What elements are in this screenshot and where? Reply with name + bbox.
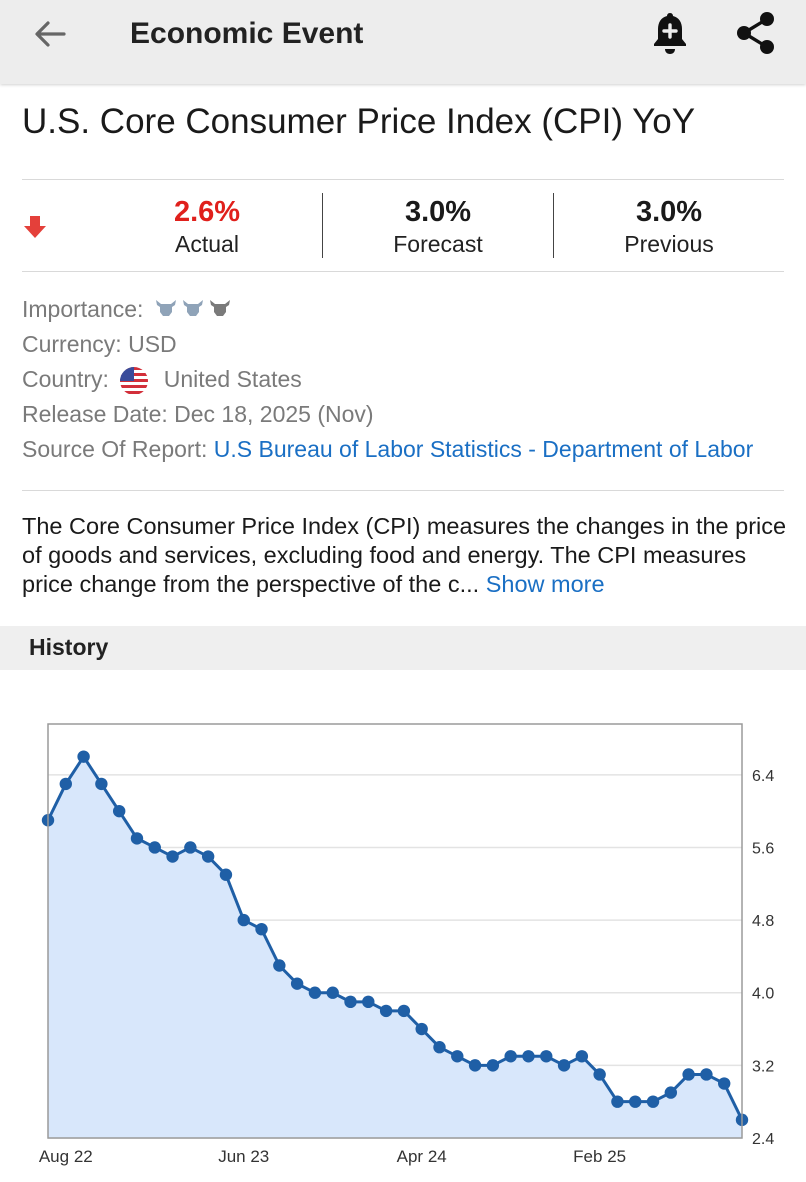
history-header: History (0, 626, 806, 670)
data-point (433, 1041, 446, 1054)
bell-plus-icon[interactable] (648, 10, 692, 58)
data-point (451, 1050, 464, 1063)
history-title: History (29, 634, 109, 660)
currency-value: USD (128, 331, 177, 357)
y-tick-label: 2.4 (752, 1131, 774, 1148)
stat-separator (553, 193, 554, 258)
plot-frame (47, 723, 743, 1139)
app-bar: Economic Event (0, 0, 806, 84)
y-tick-label: 4.8 (752, 913, 774, 930)
data-point (326, 986, 339, 999)
show-more-link[interactable]: Show more (485, 571, 605, 597)
actual-label: Actual (175, 231, 239, 257)
data-point (522, 1050, 535, 1063)
y-tick-label: 5.6 (752, 840, 774, 857)
history-chart[interactable]: 2.4 3.2 4.0 4.8 5.6 6.4 Aug 22 Jun 23 Apr 24 Feb … (0, 700, 806, 1182)
data-point (629, 1095, 642, 1108)
data-point (486, 1059, 500, 1072)
data-point (415, 1022, 428, 1036)
data-point (112, 804, 126, 818)
data-point (397, 1004, 411, 1018)
data-point (95, 777, 108, 791)
data-point (557, 1059, 571, 1072)
forecast-stat: 3.0% Forecast (323, 194, 553, 258)
currency-label: Currency: (22, 331, 122, 357)
release-value: Dec 18, 2025 (Nov) (174, 401, 374, 427)
x-tick-label: Feb 25 (573, 1147, 626, 1166)
source-label: Source Of Report: (22, 436, 208, 462)
previous-value: 3.0% (635, 196, 703, 228)
data-point (468, 1059, 482, 1072)
data-point (664, 1086, 678, 1099)
x-tick-label: Jun 23 (218, 1147, 269, 1166)
stat-separator (322, 193, 323, 258)
data-point (504, 1050, 517, 1063)
event-description: The Core Consumer Price Index (CPI) meas… (22, 512, 792, 599)
description-text: The Core Consumer Price Index (CPI) meas… (22, 513, 787, 597)
bull-icon (182, 299, 203, 316)
source-row: Source Of Report: U.S Bureau of Labor St… (22, 434, 753, 464)
previous-stat: 3.0% Previous (554, 194, 784, 258)
y-tick-label: 4.0 (752, 986, 774, 1003)
data-point (201, 850, 215, 863)
divider (22, 490, 784, 491)
bull-icon (155, 299, 176, 316)
screen-title: Economic Event (130, 17, 364, 50)
divider (22, 179, 784, 180)
data-point (290, 977, 304, 990)
data-point (700, 1068, 713, 1081)
previous-label: Previous (624, 231, 714, 257)
country-value: United States (163, 366, 302, 392)
data-point (611, 1095, 624, 1108)
forecast-label: Forecast (393, 231, 483, 257)
series-line (46, 753, 744, 1121)
actual-stat: 2.6% Actual (92, 194, 322, 258)
source-link[interactable]: U.S Bureau of Labor Statistics - Departm… (213, 436, 754, 462)
importance-bulls (154, 296, 234, 326)
data-point (379, 1004, 393, 1018)
bull-icons (155, 299, 230, 316)
forecast-value: 3.0% (404, 196, 472, 228)
x-tick-label: Apr 24 (397, 1147, 447, 1166)
data-point (646, 1095, 660, 1108)
share-icon[interactable] (734, 10, 778, 56)
data-point (362, 995, 375, 1009)
data-point (219, 868, 233, 881)
data-point (59, 777, 72, 791)
data-point (77, 750, 90, 763)
data-point (184, 841, 197, 854)
arrow-left-icon[interactable] (30, 14, 70, 54)
currency-row: Currency: USD (22, 329, 177, 359)
data-point (682, 1068, 695, 1081)
importance-row: Importance: (22, 294, 234, 326)
country-label: Country: (22, 366, 109, 392)
bull-icon (209, 299, 230, 316)
series-area (48, 756, 742, 1138)
importance-label: Importance: (22, 296, 144, 322)
data-point (718, 1077, 731, 1090)
data-point (148, 841, 161, 854)
data-point (166, 850, 179, 863)
actual-value: 2.6% (173, 196, 241, 228)
data-point (540, 1050, 553, 1063)
country-row: Country: United States (22, 364, 302, 396)
data-point (237, 913, 250, 927)
event-stats: 2.6% Actual 3.0% Forecast 3.0% Previous (0, 180, 806, 271)
release-row: Release Date: Dec 18, 2025 (Nov) (22, 399, 374, 429)
data-point (593, 1068, 606, 1081)
y-tick-label: 6.4 (752, 768, 774, 785)
divider (22, 271, 784, 272)
data-point (130, 832, 144, 845)
us-flag-icon (120, 366, 149, 395)
x-tick-label: Aug 22 (39, 1147, 93, 1166)
data-point (344, 995, 357, 1009)
data-point (273, 959, 286, 972)
y-tick-label: 3.2 (752, 1058, 774, 1075)
arrow-down-icon (24, 216, 46, 238)
data-point (575, 1050, 589, 1063)
data-point (255, 922, 268, 936)
data-point (308, 986, 322, 999)
event-title: U.S. Core Consumer Price Index (CPI) YoY (22, 102, 696, 141)
release-label: Release Date: (22, 401, 168, 427)
